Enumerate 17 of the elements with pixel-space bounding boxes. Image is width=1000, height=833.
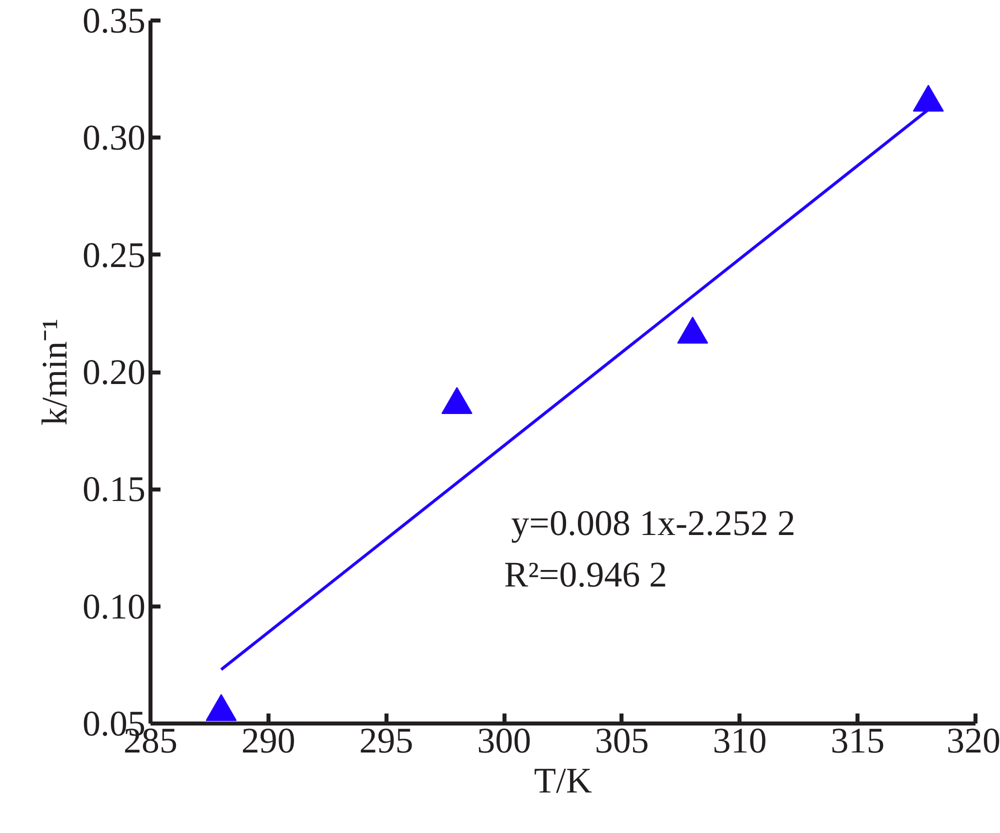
y-tick-label: 0.25 bbox=[82, 234, 146, 275]
annotation: y=0.008 1x-2.252 2 bbox=[511, 503, 796, 544]
y-tick-label: 0.10 bbox=[82, 586, 146, 626]
x-axis-title: T/K bbox=[534, 760, 592, 800]
x-tick-label: 290 bbox=[241, 720, 296, 760]
x-tick-label: 315 bbox=[830, 720, 885, 760]
x-tick-label: 320 bbox=[946, 720, 1000, 760]
y-tick-label: 0.20 bbox=[82, 352, 146, 392]
x-tick-label: 295 bbox=[359, 720, 414, 760]
x-tick-label: 305 bbox=[594, 720, 649, 760]
annotation: R²=0.946 2 bbox=[504, 554, 668, 595]
x-tick-label: 310 bbox=[712, 720, 767, 760]
y-tick-label: 0.35 bbox=[82, 0, 146, 40]
x-tick-label: 300 bbox=[477, 720, 532, 760]
y-tick-label: 0.15 bbox=[82, 469, 146, 510]
y-tick-label: 0.30 bbox=[82, 118, 146, 158]
y-axis-title: k/min⁻¹ bbox=[34, 318, 74, 426]
